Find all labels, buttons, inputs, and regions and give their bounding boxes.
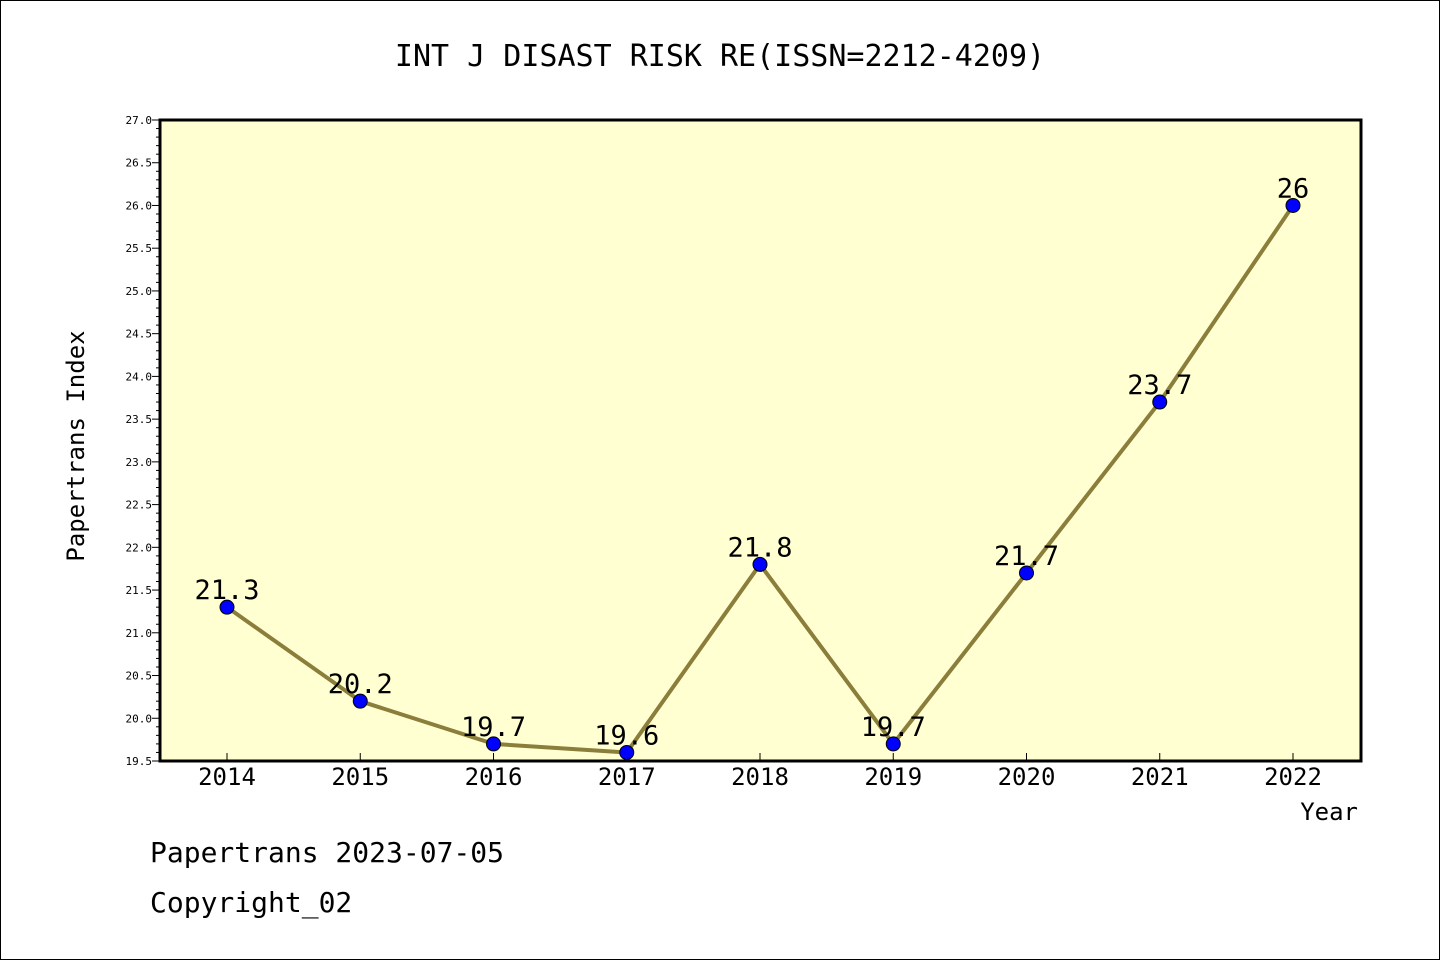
- data-label: 21.3: [194, 575, 259, 606]
- y-tick-label: 24.5: [126, 328, 153, 341]
- data-label: 19.6: [594, 720, 659, 751]
- y-tick-label: 21.5: [126, 584, 153, 597]
- y-tick-label: 22.0: [126, 541, 153, 554]
- x-tick-label: 2014: [198, 763, 256, 791]
- data-label: 19.7: [461, 712, 526, 743]
- data-label: 20.2: [328, 669, 393, 700]
- data-point: [752, 556, 768, 572]
- data-point: [352, 693, 368, 709]
- y-tick-label: 25.5: [126, 242, 153, 255]
- x-tick-label: 2021: [1131, 763, 1189, 791]
- y-tick-label: 21.0: [126, 627, 153, 640]
- data-label: 21.7: [994, 541, 1059, 572]
- x-tick-label: 2016: [465, 763, 523, 791]
- data-point: [619, 744, 635, 760]
- y-tick-label: 27.0: [126, 114, 153, 127]
- footer-copyright: Copyright_02: [150, 886, 353, 919]
- x-axis: 2014 2015 2016 2017 2018 2019 2020 2021 2022: [198, 753, 1322, 791]
- y-axis-label: Papertrans Index: [62, 330, 90, 561]
- y-tick-label: 20.0: [126, 712, 153, 725]
- y-tick-label: 23.5: [126, 413, 153, 426]
- y-tick-label: 23.0: [126, 456, 153, 469]
- x-tick-label: 2018: [731, 763, 789, 791]
- data-point: [1152, 394, 1168, 410]
- x-tick-label: 2020: [998, 763, 1056, 791]
- data-point: [885, 736, 901, 752]
- x-tick-label: 2019: [864, 763, 922, 791]
- y-tick-label: 24.0: [126, 370, 153, 383]
- x-axis-label: Year: [1300, 798, 1358, 826]
- plot-area: [158, 118, 1363, 763]
- y-tick-label: 26.5: [126, 157, 153, 170]
- data-label: 21.8: [727, 532, 792, 563]
- y-tick-label: 19.5: [126, 755, 153, 768]
- data-label: 23.7: [1127, 370, 1192, 401]
- data-label: 19.7: [861, 712, 926, 743]
- x-tick-label: 2015: [331, 763, 389, 791]
- x-tick-label: 2022: [1264, 763, 1322, 791]
- data-point: [486, 736, 501, 752]
- series-papertrans-index: 21.3 20.2 19.7 19.6 21.8 19.7 21.7 23.7 26: [194, 173, 1310, 760]
- data-point: [1019, 565, 1034, 581]
- y-axis: 19.5 20.0 20.5 21.0 21.5 22.0 22.5 23.0 23.5 24.0…: [126, 114, 160, 768]
- y-tick-label: 20.5: [126, 670, 153, 683]
- y-tick-label: 26.0: [126, 199, 153, 212]
- chart-title: INT J DISAST RISK RE(ISSN=2212-4209): [395, 39, 1045, 74]
- y-tick-label: 25.0: [126, 285, 153, 298]
- data-point: [219, 599, 235, 615]
- data-point: [1285, 197, 1301, 213]
- footer-date: Papertrans 2023-07-05: [150, 836, 505, 869]
- data-label: 26: [1277, 173, 1310, 204]
- x-tick-label: 2017: [598, 763, 656, 791]
- y-tick-label: 22.5: [126, 499, 153, 512]
